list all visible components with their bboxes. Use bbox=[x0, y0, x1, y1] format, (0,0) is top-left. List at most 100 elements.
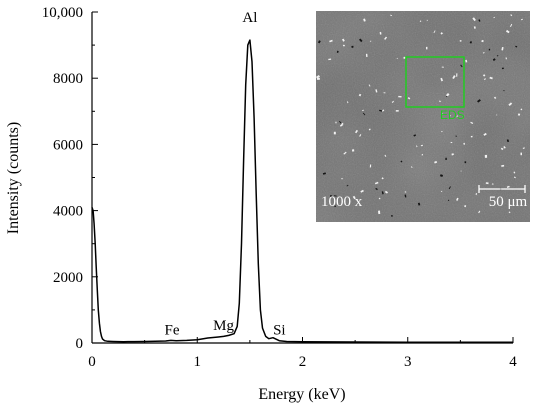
sem-particle bbox=[335, 121, 337, 124]
sem-particle bbox=[493, 96, 497, 100]
sem-particles bbox=[316, 14, 525, 217]
sem-inset: EDS 1000 x 50 μm bbox=[316, 11, 530, 222]
sem-particle bbox=[489, 76, 493, 80]
sem-particle bbox=[368, 128, 371, 131]
y-tick-label: 0 bbox=[76, 336, 84, 352]
x-tick-label: 0 bbox=[88, 354, 96, 370]
sem-particle bbox=[503, 90, 505, 92]
sem-particle bbox=[369, 164, 372, 168]
sem-particle bbox=[359, 134, 362, 137]
sem-particle bbox=[482, 74, 486, 77]
sem-particle bbox=[439, 100, 441, 103]
sem-particle bbox=[346, 101, 349, 104]
sem-particle bbox=[484, 154, 488, 158]
sem-particle bbox=[510, 14, 513, 17]
sem-particle bbox=[501, 67, 504, 70]
sem-particle bbox=[343, 151, 347, 155]
sem-particle bbox=[384, 190, 389, 194]
magnification-label: 1000 x bbox=[321, 194, 363, 210]
x-axis-title: Energy (keV) bbox=[258, 386, 345, 403]
sem-particle bbox=[488, 48, 491, 51]
sem-particle bbox=[463, 142, 466, 145]
sem-particle bbox=[493, 16, 495, 19]
sem-particle bbox=[391, 215, 393, 217]
sem-particle bbox=[485, 182, 489, 185]
sem-particle bbox=[508, 102, 513, 107]
sem-particle bbox=[478, 210, 481, 214]
sem-particle bbox=[426, 19, 428, 21]
sem-particle bbox=[482, 51, 485, 54]
x-tick-label: 1 bbox=[194, 354, 202, 370]
sem-particle bbox=[362, 112, 366, 116]
sem-particle bbox=[500, 147, 504, 151]
sem-particle bbox=[358, 93, 362, 97]
peak-annotations: Al Fe Mg Si bbox=[164, 10, 285, 339]
sem-particle bbox=[381, 177, 384, 180]
sem-particle bbox=[416, 145, 418, 148]
sem-particle bbox=[404, 194, 407, 198]
sem-particle bbox=[470, 135, 473, 138]
sem-particle bbox=[316, 77, 320, 80]
sem-particle bbox=[381, 109, 385, 112]
sem-particle bbox=[341, 122, 344, 126]
sem-particle bbox=[441, 66, 444, 68]
scale-bar-label: 50 μm bbox=[489, 194, 528, 210]
sem-particle bbox=[329, 39, 333, 43]
sem-particle bbox=[510, 23, 513, 28]
sem-particle bbox=[496, 55, 499, 57]
sem-particle bbox=[513, 171, 516, 174]
sem-particle bbox=[375, 187, 378, 191]
x-tick-label: 2 bbox=[299, 354, 307, 370]
sem-particle bbox=[451, 153, 454, 156]
sem-particle bbox=[464, 204, 467, 208]
sem-particle bbox=[446, 95, 448, 98]
sem-particle bbox=[450, 141, 453, 144]
sem-particle bbox=[440, 77, 443, 82]
sem-particle bbox=[391, 100, 395, 103]
sem-particle bbox=[433, 30, 436, 34]
sem-particle bbox=[513, 176, 516, 179]
sem-particle bbox=[472, 17, 476, 22]
sem-particle bbox=[501, 164, 505, 167]
sem-particle bbox=[478, 19, 481, 22]
sem-particle bbox=[374, 181, 379, 185]
sem-particle bbox=[483, 132, 487, 136]
sem-particle bbox=[492, 58, 496, 62]
sem-particle bbox=[460, 64, 463, 68]
sem-particle bbox=[400, 160, 403, 163]
y-ticks: 0 2000 4000 6000 8000 10,000 bbox=[42, 5, 98, 352]
sem-particle bbox=[381, 191, 384, 195]
sem-particle bbox=[328, 58, 332, 61]
sem-particle bbox=[407, 97, 411, 100]
sem-particle bbox=[362, 109, 364, 112]
sem-particle bbox=[369, 40, 372, 42]
sem-particle bbox=[445, 157, 447, 160]
sem-particle bbox=[383, 92, 386, 94]
sem-particle bbox=[398, 95, 402, 98]
sem-particle bbox=[420, 144, 423, 147]
sem-particle bbox=[470, 121, 474, 124]
sem-particle bbox=[336, 50, 339, 53]
y-axis-title: Intensity (counts) bbox=[5, 122, 22, 234]
sem-particle bbox=[455, 135, 457, 137]
sem-particle bbox=[491, 183, 494, 185]
sem-particle bbox=[460, 170, 462, 172]
sem-particle bbox=[360, 189, 364, 193]
eds-region-box bbox=[405, 56, 465, 108]
sem-particle bbox=[322, 172, 326, 175]
sem-particle bbox=[477, 99, 481, 103]
sem-particle bbox=[464, 161, 467, 164]
sem-particle bbox=[378, 197, 381, 200]
peak-label-fe: Fe bbox=[164, 323, 179, 339]
sem-particle bbox=[351, 45, 354, 49]
peak-label-si: Si bbox=[273, 323, 286, 339]
x-tick-label: 3 bbox=[404, 354, 412, 370]
sem-particle bbox=[375, 89, 378, 93]
sem-particle bbox=[396, 57, 398, 60]
sem-particle bbox=[333, 195, 337, 197]
sem-particle bbox=[520, 18, 523, 21]
sem-particle bbox=[384, 36, 388, 40]
sem-particle bbox=[410, 166, 413, 169]
sem-particle bbox=[329, 194, 332, 198]
